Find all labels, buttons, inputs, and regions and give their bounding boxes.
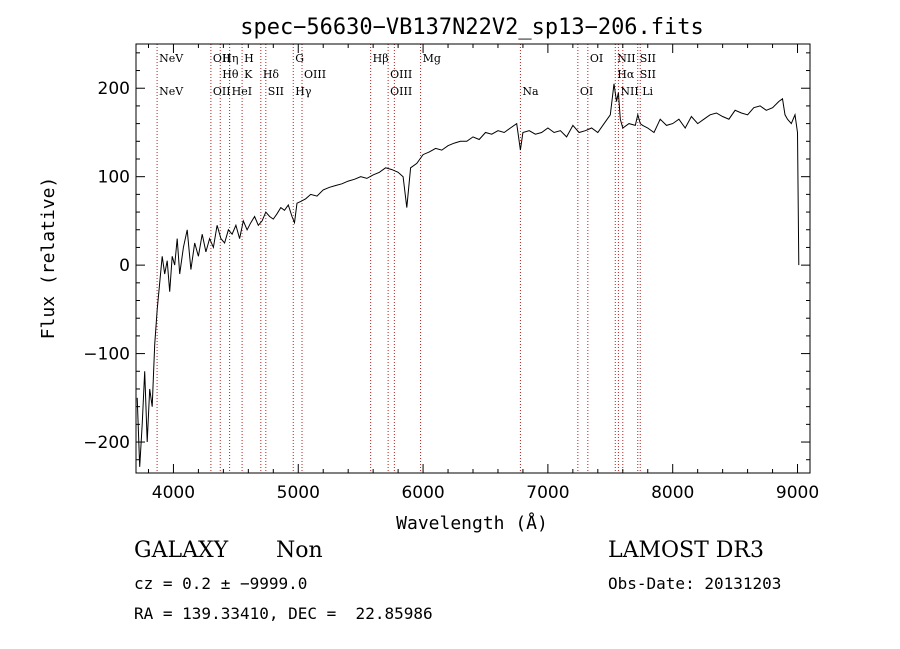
- emission-line-label: Mg: [423, 52, 441, 65]
- y-tick-label: 100: [98, 168, 130, 188]
- emission-line-label: OI: [580, 85, 593, 98]
- emission-line-label: HeI: [232, 85, 252, 98]
- emission-line-label: OIII: [390, 68, 412, 81]
- sky-coordinates: RA = 139.33410, DEC = 22.85986: [134, 604, 433, 623]
- y-axis: −200 −100 0 100 200: [83, 52, 810, 461]
- emission-line-label: G: [295, 52, 304, 65]
- emission-line-label: H: [244, 52, 254, 65]
- y-axis-label: Flux (relative): [38, 177, 59, 340]
- y-tick-label: −200: [83, 433, 130, 453]
- x-tick-label: 5000: [277, 483, 320, 503]
- x-tick-label: 8000: [651, 483, 694, 503]
- emission-line-label: Hγ: [295, 85, 312, 98]
- emission-line-label: Hδ: [263, 68, 280, 81]
- emission-line-label: NeV: [159, 52, 184, 65]
- redshift-cz: cz = 0.2 ± −9999.0: [134, 574, 308, 593]
- emission-line-label: Na: [522, 85, 539, 98]
- observation-date: Obs-Date: 20131203: [608, 574, 782, 593]
- emission-line-label: NII: [620, 85, 638, 98]
- x-tick-label: 4000: [152, 483, 195, 503]
- chart-title: spec−56630−VB137N22V2_sp13−206.fits: [240, 15, 704, 40]
- emission-line-label: NII: [617, 52, 635, 65]
- emission-line-markers: [156, 44, 641, 473]
- emission-line-label: SII: [640, 52, 656, 65]
- y-tick-label: 200: [98, 79, 130, 99]
- emission-line-label: Hα: [617, 68, 635, 81]
- emission-line-label: OI: [590, 52, 603, 65]
- y-tick-label: 0: [119, 256, 130, 276]
- emission-line-label: SII: [268, 85, 284, 98]
- x-axis-label: Wavelength (Å): [396, 512, 548, 534]
- emission-line-label: OII: [213, 85, 231, 98]
- emission-line-label: SII: [640, 68, 656, 81]
- x-tick-label: 6000: [401, 483, 444, 503]
- emission-line-label: NeV: [159, 85, 184, 98]
- emission-line-label: OIII: [304, 68, 326, 81]
- x-tick-label: 9000: [776, 483, 819, 503]
- survey-name: LAMOST DR3: [608, 538, 764, 563]
- spectrum-line: [136, 83, 800, 467]
- x-axis: 4000 5000 6000 7000 8000 9000: [147, 44, 819, 503]
- emission-line-label: OIII: [390, 85, 412, 98]
- object-class: GALAXY: [134, 538, 229, 563]
- x-tick-label: 7000: [526, 483, 569, 503]
- plot-frame: [135, 43, 811, 474]
- emission-line-label: Li: [642, 85, 653, 98]
- emission-line-label: Hθ: [222, 68, 239, 81]
- emission-line-label: OII: [213, 52, 231, 65]
- object-subclass: Non: [276, 538, 323, 563]
- emission-line-label: Hη: [222, 52, 238, 65]
- y-tick-label: −100: [83, 345, 130, 365]
- emission-line-label: K: [244, 68, 253, 81]
- emission-line-label: Hβ: [373, 52, 389, 65]
